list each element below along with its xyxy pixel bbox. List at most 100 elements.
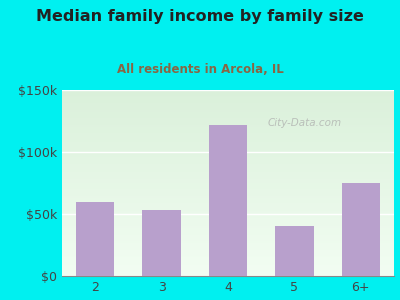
Bar [62,118,394,120]
Bar [62,109,394,110]
Bar [62,198,394,200]
Bar [62,274,394,276]
Bar [62,244,394,246]
Bar [62,122,394,124]
Bar [62,125,394,127]
Bar [62,174,394,176]
Bar [62,90,394,92]
Bar [62,133,394,135]
Bar [62,149,394,152]
Bar [62,185,394,187]
Bar [62,207,394,209]
Bar [62,105,394,107]
Bar [62,256,394,257]
Bar [62,218,394,220]
Bar [62,231,394,233]
Bar [62,205,394,207]
Bar [62,254,394,256]
Bar [342,183,380,276]
Bar [62,226,394,228]
Bar [62,124,394,125]
Bar [62,209,394,211]
Bar [62,222,394,224]
Bar [62,213,394,214]
Bar [62,272,394,274]
Bar [62,252,394,254]
Bar [62,196,394,198]
Bar [62,140,394,142]
Bar [62,181,394,183]
Bar [62,112,394,114]
Bar [62,136,394,138]
Bar [62,230,394,231]
Bar [62,187,394,189]
Bar [62,224,394,226]
Bar [62,250,394,252]
Bar [62,192,394,194]
Bar [62,228,394,230]
Bar [62,157,394,159]
Bar [62,120,394,122]
Text: Median family income by family size: Median family income by family size [36,9,364,24]
Bar [62,233,394,235]
Bar [62,96,394,98]
Bar [62,189,394,190]
Bar [62,138,394,140]
Bar [62,270,394,272]
Bar [62,257,394,259]
Bar [62,248,394,250]
Bar [62,152,394,153]
Bar [62,159,394,161]
Bar [62,261,394,263]
Bar [62,176,394,177]
Bar [62,200,394,202]
Bar [62,155,394,157]
Bar [62,263,394,265]
Bar [62,268,394,270]
Bar [62,170,394,172]
Text: All residents in Arcola, IL: All residents in Arcola, IL [117,63,283,76]
Bar [62,99,394,101]
Bar [62,217,394,218]
Text: City-Data.com: City-Data.com [267,118,342,128]
Bar [62,114,394,116]
Bar [62,163,394,164]
Bar [62,116,394,118]
Bar [62,103,394,105]
Bar [62,110,394,112]
Bar [142,210,181,276]
Bar [62,267,394,268]
Bar [62,259,394,261]
Bar [62,98,394,99]
Bar [62,211,394,213]
Bar [62,153,394,155]
Bar [62,94,394,96]
Bar [62,246,394,248]
Bar [62,214,394,217]
Bar [62,166,394,168]
Bar [62,265,394,267]
Bar [62,144,394,146]
Bar [62,237,394,239]
Bar [62,101,394,103]
Bar [62,135,394,137]
Bar [62,190,394,192]
Bar [62,131,394,133]
Bar [62,179,394,181]
Bar [62,168,394,170]
Bar [209,125,247,276]
Bar [62,194,394,196]
Bar [62,161,394,163]
Bar [62,164,394,166]
Bar [62,202,394,203]
Bar [62,107,394,109]
Bar [62,127,394,129]
Bar [62,129,394,131]
Bar [62,241,394,242]
Bar [62,239,394,241]
Bar [62,220,394,222]
Bar [62,242,394,244]
Bar [62,203,394,205]
Bar [275,226,314,276]
Bar [76,202,114,276]
